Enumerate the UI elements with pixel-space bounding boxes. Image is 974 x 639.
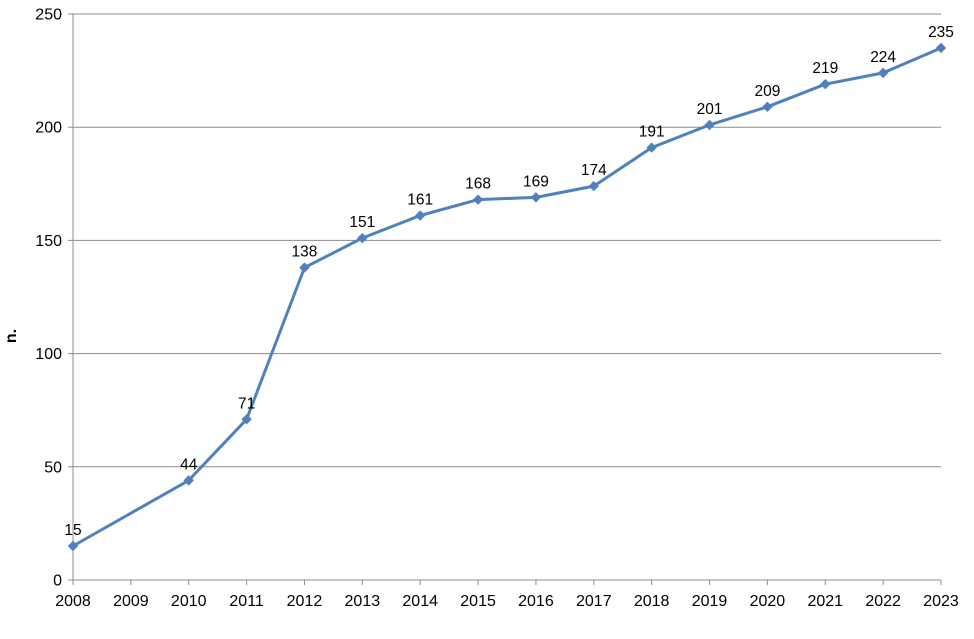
y-tick-label: 200 <box>35 120 62 137</box>
data-point-marker <box>357 232 368 244</box>
x-tick-label: 2017 <box>576 593 612 610</box>
data-point-label: 201 <box>697 101 723 118</box>
data-point-label: 235 <box>928 24 954 41</box>
x-tick-label: 2023 <box>923 593 959 610</box>
y-tick-label: 250 <box>35 7 62 24</box>
data-point-label: 44 <box>180 456 198 473</box>
x-tick-label: 2010 <box>171 593 207 610</box>
y-axis-title: n. <box>3 329 20 343</box>
data-point-label: 151 <box>349 214 375 231</box>
data-point-marker <box>877 67 889 79</box>
data-point-marker <box>67 540 79 552</box>
x-tick-label: 2020 <box>750 593 786 610</box>
data-point-label: 219 <box>812 60 838 77</box>
data-point-marker <box>762 101 773 113</box>
data-point-label: 174 <box>581 162 607 179</box>
data-point-marker <box>935 42 947 54</box>
data-point-label: 15 <box>64 522 81 539</box>
data-point-label: 169 <box>523 173 549 190</box>
data-point-marker <box>704 119 715 131</box>
y-tick-label: 100 <box>35 346 62 363</box>
x-tick-label: 2009 <box>113 593 149 610</box>
data-point-marker <box>530 192 542 203</box>
x-tick-label: 2012 <box>287 593 323 610</box>
data-point-label: 168 <box>465 176 491 193</box>
x-tick-label: 2008 <box>55 593 91 610</box>
y-tick-label: 150 <box>35 233 62 250</box>
data-point-label: 161 <box>407 191 433 208</box>
x-tick-label: 2014 <box>402 593 438 610</box>
data-point-label: 71 <box>238 395 255 412</box>
data-point-label: 191 <box>639 124 665 141</box>
x-tick-label: 2016 <box>518 593 554 610</box>
y-tick-label: 50 <box>44 459 62 476</box>
x-tick-label: 2022 <box>865 593 901 610</box>
data-point-marker <box>646 142 657 153</box>
data-point-marker <box>588 180 600 192</box>
y-tick-label: 0 <box>53 573 62 590</box>
data-point-marker <box>183 475 194 486</box>
x-tick-label: 2021 <box>807 593 843 610</box>
data-point-marker <box>414 210 426 221</box>
data-point-label: 209 <box>754 83 780 100</box>
data-point-label: 138 <box>292 244 318 261</box>
x-tick-label: 2015 <box>460 593 496 610</box>
data-point-marker <box>820 78 831 90</box>
x-tick-label: 2011 <box>229 593 264 610</box>
x-tick-label: 2013 <box>345 593 381 610</box>
data-point-marker <box>299 262 310 273</box>
x-tick-label: 2019 <box>692 593 728 610</box>
x-tick-label: 2018 <box>634 593 670 610</box>
data-point-label: 224 <box>870 49 896 66</box>
data-point-marker <box>241 414 252 425</box>
data-point-marker <box>472 194 484 205</box>
series-line <box>71 46 943 548</box>
